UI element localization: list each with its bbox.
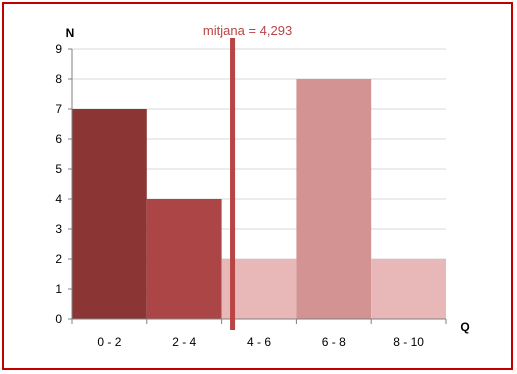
mean-line	[230, 38, 236, 330]
y-tick-label-2: 2	[55, 252, 62, 266]
y-tick-label-7: 7	[55, 102, 62, 116]
x-tick-label-4: 8 - 10	[393, 335, 424, 349]
x-tick-label-3: 6 - 8	[322, 335, 346, 349]
y-tick-label-8: 8	[55, 72, 62, 86]
x-tick-label-1: 2 - 4	[172, 335, 196, 349]
bars	[72, 79, 446, 319]
bar-6-8	[296, 79, 372, 319]
y-tick-label-5: 5	[55, 162, 62, 176]
bar-0-2	[72, 109, 147, 319]
x-tick-labels: 0 - 2 2 - 4 4 - 6 6 - 8 8 - 10	[97, 335, 424, 349]
x-axis-label: Q	[460, 320, 469, 334]
mean-marker	[230, 38, 236, 330]
axes	[68, 48, 447, 324]
y-tick-label-3: 3	[55, 222, 62, 236]
y-tick-label-0: 0	[55, 312, 62, 326]
bar-8-10	[371, 259, 446, 319]
y-axis-label: N	[66, 26, 75, 40]
y-tick-labels: 0 1 2 3 4 5 6 7 8 9	[55, 42, 62, 326]
y-tick-label-9: 9	[55, 42, 62, 56]
x-tick-label-2: 4 - 6	[247, 335, 271, 349]
bar-2-4	[146, 199, 222, 319]
y-tick-label-6: 6	[55, 132, 62, 146]
mean-annotation-label: mitjana = 4,293	[203, 23, 292, 38]
y-tick-label-4: 4	[55, 192, 62, 206]
x-tick-label-0: 0 - 2	[97, 335, 121, 349]
y-tick-label-1: 1	[55, 282, 62, 296]
